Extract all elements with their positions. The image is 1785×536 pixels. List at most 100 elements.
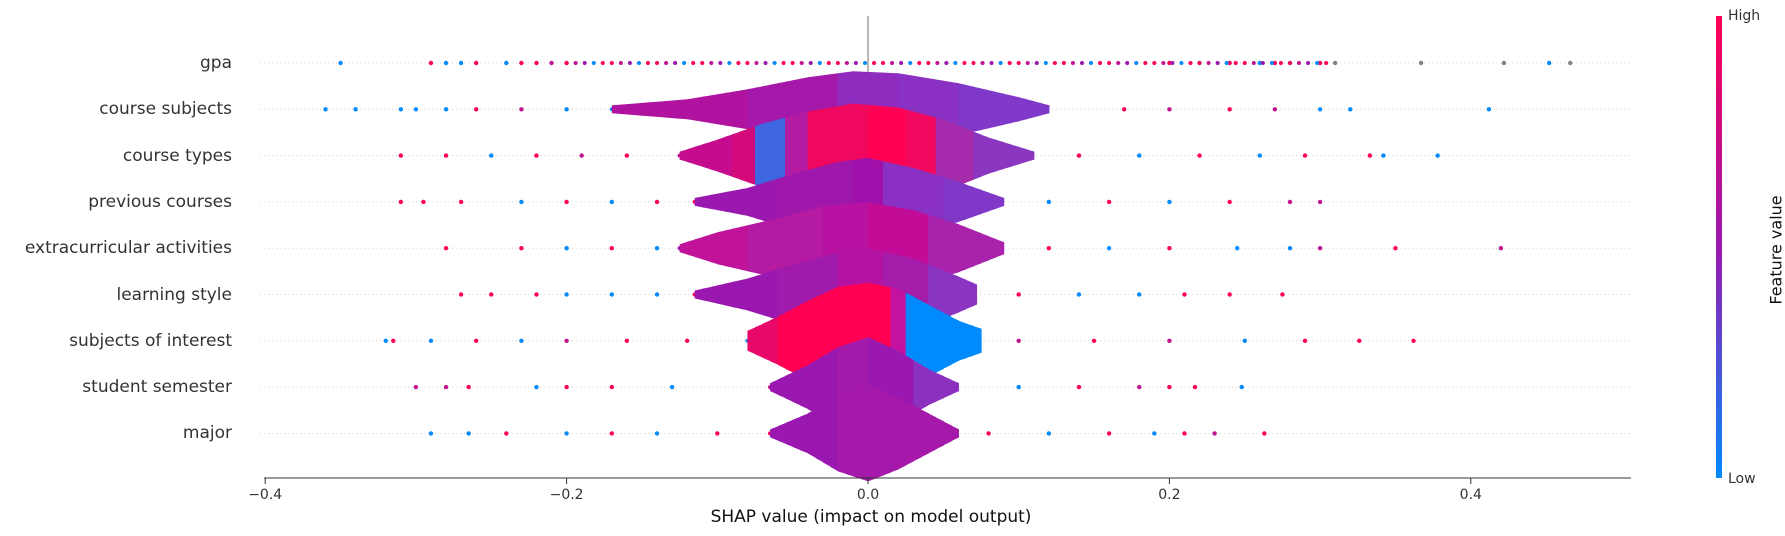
violin-segment: [702, 142, 711, 170]
shap-point: [1215, 61, 1220, 65]
violin-segment: [981, 189, 990, 214]
shap-point: [391, 338, 396, 343]
shap-point: [1233, 61, 1238, 65]
feature-label: course subjects: [99, 99, 232, 120]
shap-point: [1251, 61, 1256, 65]
violin-segment: [724, 91, 733, 127]
violin-segment: [943, 421, 952, 446]
shap-point: [971, 61, 976, 65]
violin-segment: [777, 117, 786, 194]
shap-point: [1297, 61, 1302, 65]
violin-segment: [800, 413, 809, 454]
shap-point: [1182, 431, 1187, 436]
shap-point: [1242, 61, 1247, 65]
violin-segment: [950, 82, 960, 137]
violin-segment: [950, 122, 960, 189]
shap-point: [1242, 338, 1247, 343]
shap-point: [881, 61, 886, 65]
shap-point: [715, 431, 720, 436]
violin-segment: [958, 125, 967, 186]
violin-segment: [996, 139, 1005, 172]
shap-point: [935, 61, 940, 65]
violin-segment: [649, 101, 658, 117]
shap-point: [534, 153, 539, 158]
violin-segment: [762, 219, 771, 277]
shap-point: [745, 61, 750, 65]
shap-point: [413, 384, 419, 390]
shap-point: [1357, 338, 1362, 343]
violin-segment: [724, 134, 733, 177]
x-tick-label: −0.4: [248, 487, 283, 503]
violin-segment: [762, 271, 771, 318]
violin-segment: [950, 379, 960, 395]
shap-point: [1070, 61, 1075, 65]
shap-point: [564, 107, 569, 112]
shap-point: [489, 292, 494, 297]
violin-segment: [890, 394, 899, 473]
colorbar-low-label: Low: [1728, 471, 1756, 487]
feature-label: student semester: [82, 377, 232, 398]
violin-segment: [965, 279, 975, 310]
shap-point: [781, 61, 786, 65]
shap-point: [953, 61, 958, 65]
shap-point: [636, 61, 641, 65]
violin-segment: [777, 266, 786, 323]
shap-point: [790, 61, 795, 65]
shap-point: [1076, 292, 1082, 297]
violin-segment: [732, 189, 741, 215]
shap-point: [1418, 60, 1424, 66]
violin-segment: [619, 104, 628, 115]
feature-label: learning style: [116, 284, 232, 305]
shap-point: [1317, 107, 1323, 112]
shap-point: [1287, 199, 1293, 205]
violin-segment: [1033, 101, 1042, 118]
shap-point: [1016, 61, 1021, 65]
violin-segment: [762, 180, 771, 223]
violins-layer: [611, 71, 1050, 482]
violin-segment: [958, 276, 967, 313]
violin-segment: [634, 102, 643, 116]
violin-segment: [920, 300, 929, 381]
feature-label: previous courses: [88, 191, 232, 212]
violin-segment: [852, 387, 862, 479]
shap-point: [1235, 246, 1240, 251]
violin-segment: [965, 85, 975, 134]
violin-segment: [950, 273, 960, 316]
violin-segment: [732, 90, 741, 129]
shap-point: [519, 199, 524, 205]
shap-point: [1167, 384, 1172, 390]
violin-segment: [739, 128, 749, 183]
shap-point: [1043, 61, 1048, 65]
violin-segment: [950, 221, 960, 275]
violin-segment: [785, 372, 794, 402]
violin-segment: [770, 119, 779, 192]
shap-point: [398, 153, 404, 158]
shap-point: [443, 153, 449, 158]
shap-point: [466, 384, 471, 390]
violin-segment: [943, 312, 952, 369]
violin-segment: [792, 368, 801, 406]
violin-segment: [1003, 142, 1012, 169]
shap-point: [654, 199, 660, 205]
shap-point: [549, 60, 554, 66]
shap-point: [980, 61, 985, 65]
colorbar: [1716, 16, 1722, 478]
violin-segment: [739, 89, 749, 130]
violin-segment: [679, 99, 688, 120]
shap-point: [1167, 338, 1172, 343]
shap-point: [1179, 61, 1184, 65]
shap-point: [1116, 61, 1121, 65]
violin-segment: [709, 94, 718, 125]
colorbar-high-label: High: [1728, 8, 1761, 24]
violin-segment: [935, 417, 944, 450]
shap-point: [673, 61, 678, 65]
feature-label: subjects of interest: [69, 330, 232, 351]
shap-point: [1076, 153, 1082, 158]
violin-segment: [935, 267, 944, 322]
shap-point: [1381, 153, 1386, 158]
shap-point: [1287, 61, 1292, 65]
shap-point: [1315, 61, 1320, 65]
shap-point: [944, 61, 949, 65]
shap-point: [564, 246, 569, 251]
violin-segment: [815, 356, 824, 419]
